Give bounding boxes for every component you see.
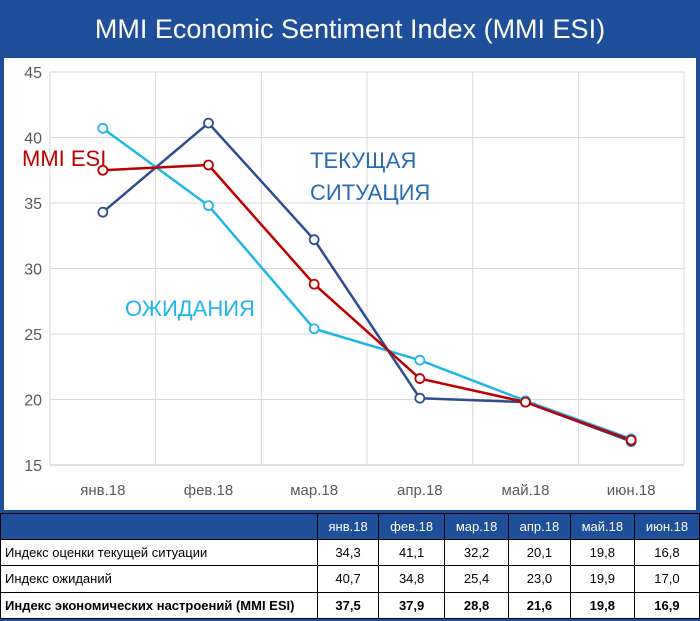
annotation-esi: MMI ESI xyxy=(22,146,106,171)
table-cell: 37,5 xyxy=(318,592,379,618)
x-tick-label: мар.18 xyxy=(290,482,338,499)
table-cell: 16,9 xyxy=(634,592,699,618)
table-row: Индекс ожиданий 40,7 34,8 25,4 23,0 19,9… xyxy=(1,566,700,592)
grid xyxy=(50,72,684,465)
row-label: Индекс экономических настроений (MMI ESI… xyxy=(1,592,318,618)
table-cell: 34,8 xyxy=(379,566,445,592)
table-cell: 28,8 xyxy=(445,592,509,618)
data-point-1 xyxy=(98,124,107,133)
x-tick-label: апр.18 xyxy=(397,482,443,499)
data-point-2 xyxy=(415,374,424,383)
table-header-cell: фев.18 xyxy=(379,514,445,540)
table-cell: 20,1 xyxy=(509,540,571,566)
table-row: Индекс экономических настроений (MMI ESI… xyxy=(1,592,700,618)
table-cell: 25,4 xyxy=(445,566,509,592)
table-cell: 19,8 xyxy=(570,592,634,618)
table-cell: 32,2 xyxy=(445,540,509,566)
x-tick-label: фев.18 xyxy=(184,482,234,499)
x-tick-label: май.18 xyxy=(502,482,550,499)
annotation-current-line1: ТЕКУЩАЯ xyxy=(310,148,416,173)
table-cell: 34,3 xyxy=(318,540,379,566)
line-chart: 15 20 25 30 35 40 45 янв.18 фев.18 мар.18 апр.18 м… xyxy=(4,58,696,510)
y-tick-label: 35 xyxy=(24,196,42,213)
data-point-0 xyxy=(98,208,107,217)
data-point-2 xyxy=(204,161,213,170)
table-header-cell: май.18 xyxy=(570,514,634,540)
table-cell: 41,1 xyxy=(379,540,445,566)
y-tick-label: 20 xyxy=(24,393,42,410)
data-table: янв.18 фев.18 мар.18 апр.18 май.18 июн.1… xyxy=(0,513,700,619)
table-header-cell: мар.18 xyxy=(445,514,509,540)
y-axis: 15 20 25 30 35 40 45 xyxy=(24,65,42,475)
table-header-cell: июн.18 xyxy=(634,514,699,540)
data-point-1 xyxy=(310,324,319,333)
plot-panel: 15 20 25 30 35 40 45 янв.18 фев.18 мар.18 апр.18 м… xyxy=(4,58,696,510)
chart-frame: MMI Economic Sentiment Index (MMI ESI) 1… xyxy=(0,0,700,621)
table-cell: 40,7 xyxy=(318,566,379,592)
table-cell: 21,6 xyxy=(509,592,571,618)
table-cell: 37,9 xyxy=(379,592,445,618)
row-label: Индекс ожиданий xyxy=(1,566,318,592)
annotation-current-line2: СИТУАЦИЯ xyxy=(310,180,430,205)
x-axis: янв.18 фев.18 мар.18 апр.18 май.18 июн.18 xyxy=(80,482,655,499)
y-tick-label: 45 xyxy=(24,65,42,82)
data-point-2 xyxy=(627,436,636,445)
data-point-1 xyxy=(415,356,424,365)
data-point-0 xyxy=(204,119,213,128)
chart-title: MMI Economic Sentiment Index (MMI ESI) xyxy=(0,0,700,58)
table-cell: 17,0 xyxy=(634,566,699,592)
data-point-2 xyxy=(521,398,530,407)
table-header-cell: апр.18 xyxy=(509,514,571,540)
table-cell: 16,8 xyxy=(634,540,699,566)
data-point-1 xyxy=(204,201,213,210)
data-point-0 xyxy=(310,235,319,244)
table-cell: 23,0 xyxy=(509,566,571,592)
data-point-2 xyxy=(310,280,319,289)
table-header-cell: янв.18 xyxy=(318,514,379,540)
y-tick-label: 25 xyxy=(24,327,42,344)
row-label: Индекс оценки текущей ситуации xyxy=(1,540,318,566)
y-tick-label: 15 xyxy=(24,458,42,475)
x-tick-label: июн.18 xyxy=(607,482,656,499)
table-cell: 19,8 xyxy=(570,540,634,566)
table-header-empty xyxy=(1,514,318,540)
table-row: Индекс оценки текущей ситуации 34,3 41,1… xyxy=(1,540,700,566)
data-point-0 xyxy=(415,394,424,403)
y-tick-label: 30 xyxy=(24,262,42,279)
table-header-row: янв.18 фев.18 мар.18 апр.18 май.18 июн.1… xyxy=(1,514,700,540)
x-tick-label: янв.18 xyxy=(80,482,125,499)
annotation-expect: ОЖИДАНИЯ xyxy=(125,296,255,321)
table-cell: 19,9 xyxy=(570,566,634,592)
y-tick-label: 40 xyxy=(24,131,42,148)
